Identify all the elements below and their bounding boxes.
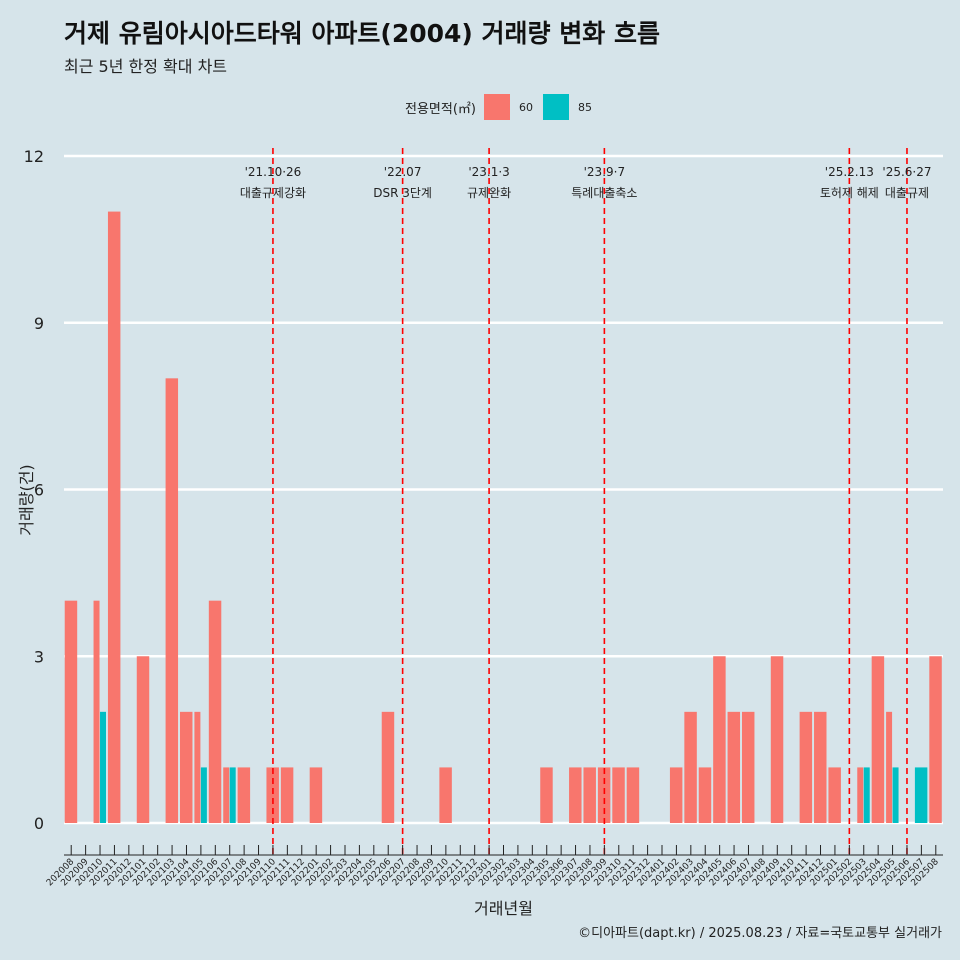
legend-title: 전용면적(㎡)	[405, 101, 476, 117]
event-name-label: 대출규제강화	[240, 186, 306, 200]
bar-60-202101	[136, 656, 150, 823]
event-name-label: 토허제 해제	[820, 186, 879, 200]
bar-60-202307	[569, 767, 582, 823]
bar-60-202010	[93, 600, 100, 823]
bar-60-202110	[266, 767, 279, 823]
bar-60-202206	[381, 711, 395, 823]
bar-60-202011	[107, 211, 121, 824]
bar-60-202305	[540, 767, 553, 823]
y-tick-label: 9	[34, 314, 44, 333]
bar-85-202505	[892, 767, 899, 823]
bar-60-202104	[179, 711, 193, 823]
bar-60-202311	[626, 767, 640, 823]
bar-60-202111	[280, 767, 294, 823]
bar-60-202406	[727, 711, 741, 823]
legend-label-85: 85	[577, 100, 592, 114]
bar-60-202412	[814, 711, 827, 823]
event-name-label: 규제완화	[467, 186, 511, 200]
bar-60-202201	[309, 767, 323, 823]
bar-60-202103	[165, 378, 179, 823]
event-date-label: '23.1·3	[468, 165, 509, 179]
event-date-label: '25.2.13	[825, 165, 874, 179]
bar-85-202107	[229, 767, 236, 823]
bar-60-202508	[929, 656, 942, 823]
x-axis-title: 거래년월	[474, 899, 533, 918]
bar-60-202407	[741, 711, 755, 823]
bar-85-202503	[863, 767, 870, 823]
bar-60-202107	[223, 767, 230, 823]
event-name-label: DSR 3단계	[373, 186, 432, 200]
legend-label-60: 60	[518, 100, 533, 114]
bar-60-202308	[583, 767, 596, 823]
bar-60-202411	[799, 711, 813, 823]
bar-60-202008	[64, 600, 78, 823]
bar-60-202403	[684, 711, 697, 823]
y-tick-label: 6	[34, 481, 44, 500]
bar-60-202106	[208, 600, 222, 823]
bar-85-202105	[200, 767, 207, 823]
bar-60-202310	[612, 767, 625, 823]
bar-60-202504	[871, 656, 885, 823]
event-date-label: '22.07	[384, 165, 422, 179]
bar-60-202108	[237, 767, 251, 823]
bar-60-202402	[669, 767, 683, 823]
y-tick-label: 3	[34, 647, 44, 666]
bar-60-202404	[698, 767, 712, 823]
legend: 전용면적(㎡) 60 85	[405, 93, 602, 121]
event-date-label: '21.10·26	[245, 165, 302, 179]
bar-60-202505	[886, 711, 893, 823]
bar-85-202010	[100, 711, 107, 823]
bar-60-202405	[713, 656, 726, 823]
bar-60-202501	[828, 767, 841, 823]
bar-60-202105	[194, 711, 201, 823]
bar-85-202507	[914, 767, 928, 823]
event-name-label: 대출규제	[885, 186, 929, 200]
y-tick-label: 12	[24, 147, 44, 166]
bar-60-202409	[770, 656, 784, 823]
chart-title: 거제 유림아시아드타워 아파트(2004) 거래량 변화 흐름	[64, 19, 660, 48]
legend-swatch-85	[542, 94, 569, 120]
caption: ©디아파트(dapt.kr) / 2025.08.23 / 자료=국토교통부 실…	[578, 926, 942, 941]
bar-60-202503	[857, 767, 864, 823]
y-tick-label: 0	[34, 814, 44, 833]
legend-swatch-60	[483, 94, 510, 120]
bar-60-202210	[439, 767, 452, 823]
y-axis-title: 거래량(건)	[17, 464, 36, 535]
chart-subtitle: 최근 5년 한정 확대 차트	[64, 57, 228, 76]
bar-60-202309	[597, 767, 611, 823]
event-name-label: 특례대출축소	[571, 186, 637, 200]
event-date-label: '25.6·27	[882, 165, 931, 179]
event-date-label: '23.9·7	[584, 165, 625, 179]
